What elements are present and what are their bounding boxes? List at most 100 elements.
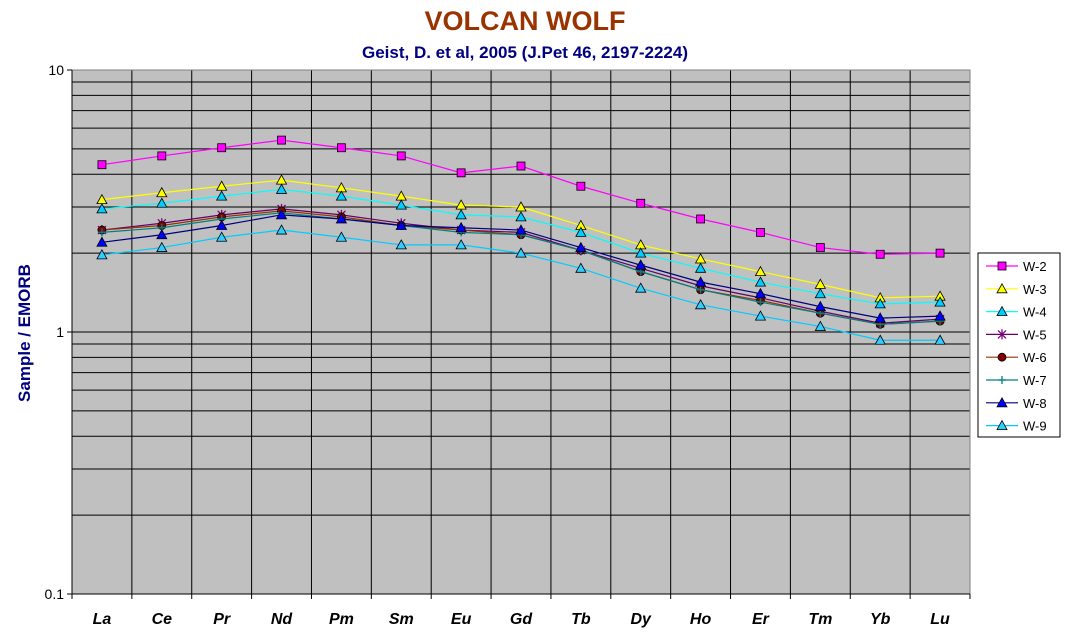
legend: W-2 W-3 W-4 W-5 W-6 W-7 W-8 W-9 [977, 252, 1061, 438]
data-point [575, 262, 587, 273]
data-point [874, 312, 886, 323]
y-tick-label: 0.1 [45, 586, 65, 602]
data-point [156, 186, 168, 198]
legend-marker [996, 396, 1008, 408]
data-point [636, 198, 646, 208]
legend-item: W-2 [986, 259, 1047, 274]
series-W-2 [97, 135, 945, 259]
data-point [97, 228, 106, 237]
data-point [455, 239, 467, 250]
data-point [874, 334, 886, 345]
legend-box [977, 252, 1061, 438]
legend-label: W-5 [1023, 327, 1047, 342]
data-point [157, 151, 167, 161]
data-point [575, 226, 587, 237]
legend-label: W-7 [1023, 373, 1047, 388]
data-point [96, 249, 108, 260]
data-point [275, 209, 288, 220]
x-tick-label: Pr [213, 611, 231, 628]
data-point [576, 181, 586, 191]
legend-item: W-6 [986, 350, 1047, 365]
x-tick-label: Sm [389, 611, 414, 628]
x-tick-label: Ce [152, 611, 173, 628]
data-point [814, 300, 827, 312]
x-tick-label: Yb [870, 611, 891, 628]
data-point [156, 228, 168, 240]
legend-item: W-8 [986, 396, 1047, 411]
data-point [575, 241, 587, 252]
x-tick-label: Tb [571, 611, 591, 628]
data-point [754, 276, 767, 287]
legend-label: W-8 [1023, 396, 1047, 411]
x-tick-label: Gd [510, 611, 533, 628]
data-point [396, 151, 406, 161]
grid [72, 70, 970, 594]
data-point [96, 203, 108, 214]
data-point [754, 265, 767, 277]
data-point [754, 310, 767, 321]
data-point [934, 296, 946, 307]
data-point [635, 259, 647, 270]
data-point [515, 224, 527, 235]
x-tick-label: La [93, 611, 112, 628]
series-W-4 [96, 183, 946, 309]
y-axis-label: Sample / EMORB [15, 264, 34, 402]
x-tick-label: Er [752, 611, 770, 628]
data-point [754, 287, 767, 299]
data-point [814, 320, 827, 331]
data-point [815, 243, 825, 252]
data-point [696, 285, 705, 294]
data-point [874, 298, 886, 309]
legend-marker [996, 305, 1008, 317]
data-point [96, 236, 108, 247]
legend-label: W-3 [1023, 282, 1047, 297]
data-point [694, 276, 707, 287]
y-tick-label: 10 [48, 62, 64, 78]
chart-subtitle: Geist, D. et al, 2005 (J.Pet 46, 2197-22… [362, 43, 688, 62]
x-tick-label: Lu [930, 611, 950, 628]
legend-label: W-9 [1023, 419, 1047, 434]
legend-item: W-5 [986, 327, 1047, 342]
data-point [694, 298, 707, 310]
series-W-9 [96, 224, 946, 345]
x-tick-label: Nd [271, 611, 294, 628]
y-tick-label: 1 [56, 324, 64, 340]
legend-marker [996, 419, 1008, 431]
data-point [156, 197, 168, 208]
x-tick-label: Eu [451, 611, 472, 628]
data-point [215, 219, 228, 230]
legend-marker [996, 282, 1008, 294]
legend-label: W-6 [1023, 350, 1047, 365]
data-point [336, 143, 346, 153]
data-point [934, 334, 946, 345]
legend-item: W-9 [986, 419, 1047, 434]
series-W-8 [96, 209, 946, 323]
x-tick-label: Dy [631, 611, 653, 628]
data-point [756, 227, 765, 237]
series-group [96, 135, 946, 345]
data-point [515, 201, 527, 212]
data-point [215, 231, 228, 242]
data-point [335, 190, 348, 201]
data-point [395, 199, 407, 210]
legend-item: W-3 [986, 282, 1047, 297]
data-point [97, 160, 107, 170]
axes: 0.1 1 10 La Ce Pr Nd Pm Sm Eu Gd Tb Dy Ho Er Tm Yb Lu [45, 62, 971, 628]
data-point [696, 214, 705, 224]
data-point [635, 247, 647, 258]
legend-marker [997, 329, 1007, 340]
data-point [934, 310, 946, 321]
data-point [215, 190, 228, 201]
series-W-3 [96, 174, 946, 303]
data-point [814, 287, 827, 299]
data-point [456, 168, 466, 178]
data-point [217, 143, 227, 153]
data-point [215, 180, 228, 191]
data-point [335, 231, 348, 242]
data-point [756, 298, 765, 307]
data-point [275, 183, 288, 194]
legend-item: W-7 [986, 373, 1047, 388]
data-point [875, 249, 885, 259]
chart-title: VOLCAN WOLF [425, 6, 626, 36]
